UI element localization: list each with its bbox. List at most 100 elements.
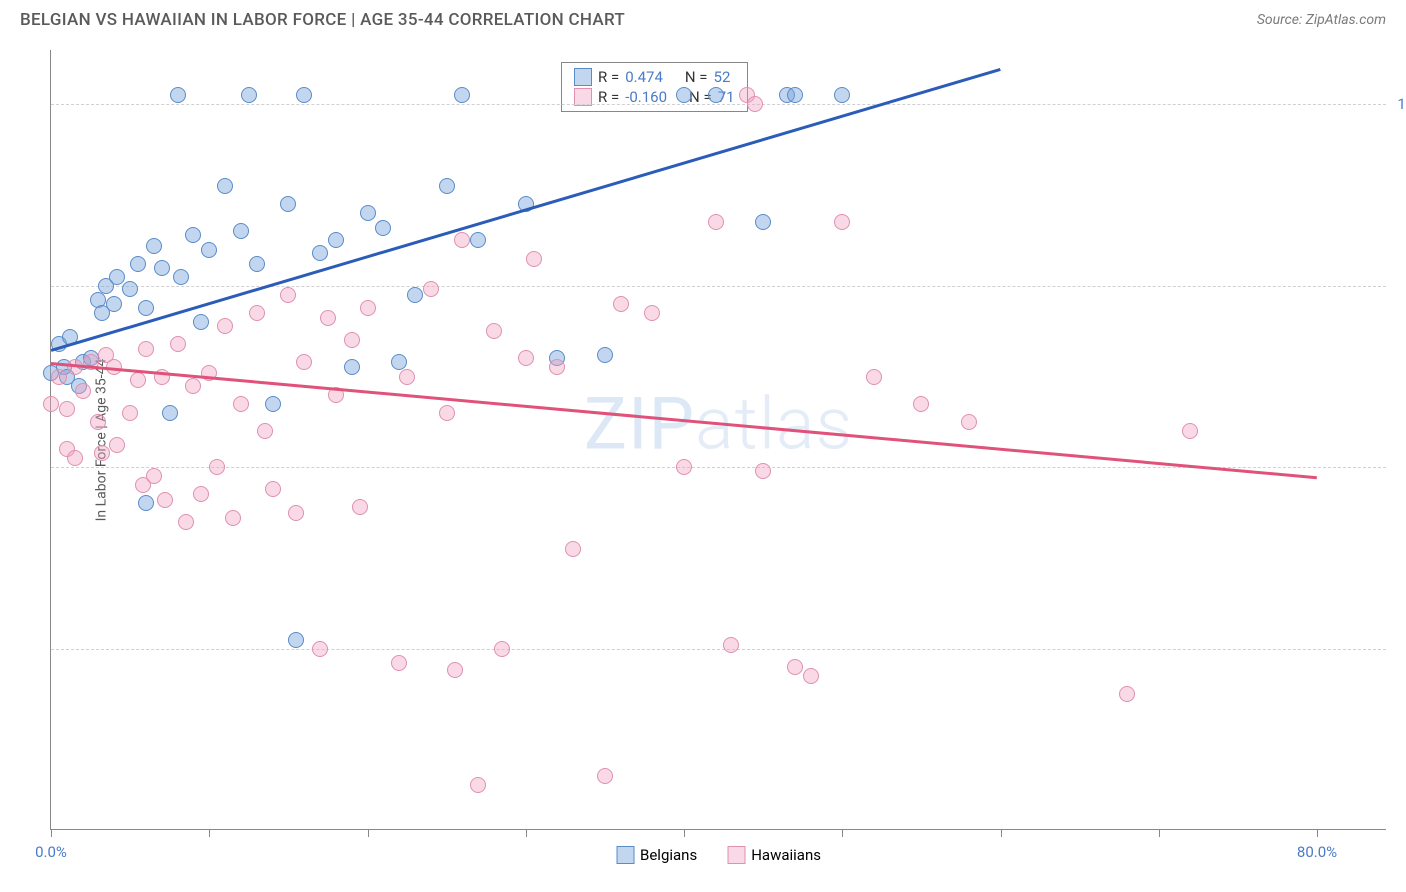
x-tick: [684, 829, 685, 837]
data-point: [961, 414, 977, 430]
data-point: [352, 499, 368, 515]
chart-container: In Labor Force | Age 35-44 ZIPatlas R = …: [50, 50, 1386, 830]
data-point: [834, 87, 850, 103]
data-point: [185, 378, 201, 394]
data-point: [67, 450, 83, 466]
gridline: [51, 649, 1386, 650]
swatch-series1: [616, 846, 634, 864]
data-point: [130, 256, 146, 272]
x-tick: [209, 829, 210, 837]
data-point: [328, 232, 344, 248]
data-point: [217, 178, 233, 194]
data-point: [439, 405, 455, 421]
data-point: [296, 354, 312, 370]
data-point: [265, 481, 281, 497]
data-point: [51, 369, 67, 385]
data-point: [109, 269, 125, 285]
data-point: [834, 214, 850, 230]
r-label: R =: [598, 68, 619, 86]
data-point: [526, 251, 542, 267]
legend-label-1: Belgians: [640, 846, 697, 864]
data-point: [257, 423, 273, 439]
data-point: [233, 396, 249, 412]
data-point: [360, 300, 376, 316]
source-attribution: Source: ZipAtlas.com: [1257, 12, 1386, 28]
data-point: [755, 214, 771, 230]
data-point: [391, 354, 407, 370]
data-point: [454, 87, 470, 103]
gridline: [51, 467, 1386, 468]
data-point: [106, 296, 122, 312]
data-point: [344, 332, 360, 348]
data-point: [94, 445, 110, 461]
data-point: [265, 396, 281, 412]
data-point: [708, 87, 724, 103]
data-point: [447, 662, 463, 678]
x-tick-label: 80.0%: [1297, 843, 1337, 861]
data-point: [130, 372, 146, 388]
swatch-series2: [574, 88, 592, 106]
data-point: [138, 300, 154, 316]
data-point: [407, 287, 423, 303]
data-point: [146, 238, 162, 254]
data-point: [676, 459, 692, 475]
data-point: [747, 96, 763, 112]
data-point: [241, 87, 257, 103]
data-point: [597, 347, 613, 363]
data-point: [549, 359, 565, 375]
data-point: [75, 383, 91, 399]
r-value-2: -0.160: [625, 88, 667, 106]
data-point: [122, 281, 138, 297]
data-point: [866, 369, 882, 385]
gridline: [51, 286, 1386, 287]
data-point: [162, 405, 178, 421]
data-point: [43, 396, 59, 412]
data-point: [157, 492, 173, 508]
data-point: [320, 310, 336, 326]
data-point: [470, 777, 486, 793]
data-point: [178, 514, 194, 530]
data-point: [344, 359, 360, 375]
legend-item-2: Hawaiians: [727, 846, 821, 864]
data-point: [708, 214, 724, 230]
x-tick-label: 0.0%: [35, 843, 67, 861]
data-point: [288, 632, 304, 648]
data-point: [193, 314, 209, 330]
chart-title: BELGIAN VS HAWAIIAN IN LABOR FORCE | AGE…: [20, 10, 625, 30]
swatch-series2: [727, 846, 745, 864]
legend-label-2: Hawaiians: [751, 846, 821, 864]
r-value-1: 0.474: [625, 68, 663, 86]
data-point: [312, 245, 328, 261]
data-point: [170, 87, 186, 103]
data-point: [233, 223, 249, 239]
data-point: [613, 296, 629, 312]
gridline: [51, 104, 1386, 105]
data-point: [249, 256, 265, 272]
r-label: R =: [598, 88, 619, 106]
data-point: [439, 178, 455, 194]
data-point: [201, 242, 217, 258]
data-point: [90, 414, 106, 430]
data-point: [423, 281, 439, 297]
data-point: [170, 336, 186, 352]
data-point: [154, 260, 170, 276]
data-point: [280, 287, 296, 303]
x-tick: [1317, 829, 1318, 837]
data-point: [565, 541, 581, 557]
data-point: [360, 205, 376, 221]
data-point: [494, 641, 510, 657]
data-point: [676, 87, 692, 103]
data-point: [296, 87, 312, 103]
data-point: [185, 227, 201, 243]
data-point: [217, 318, 233, 334]
data-point: [1119, 686, 1135, 702]
trend-line: [51, 68, 1001, 352]
data-point: [787, 659, 803, 675]
data-point: [280, 196, 296, 212]
data-point: [518, 350, 534, 366]
data-point: [399, 369, 415, 385]
n-label: N =: [685, 68, 708, 86]
data-point: [209, 459, 225, 475]
data-point: [59, 401, 75, 417]
x-tick: [842, 829, 843, 837]
